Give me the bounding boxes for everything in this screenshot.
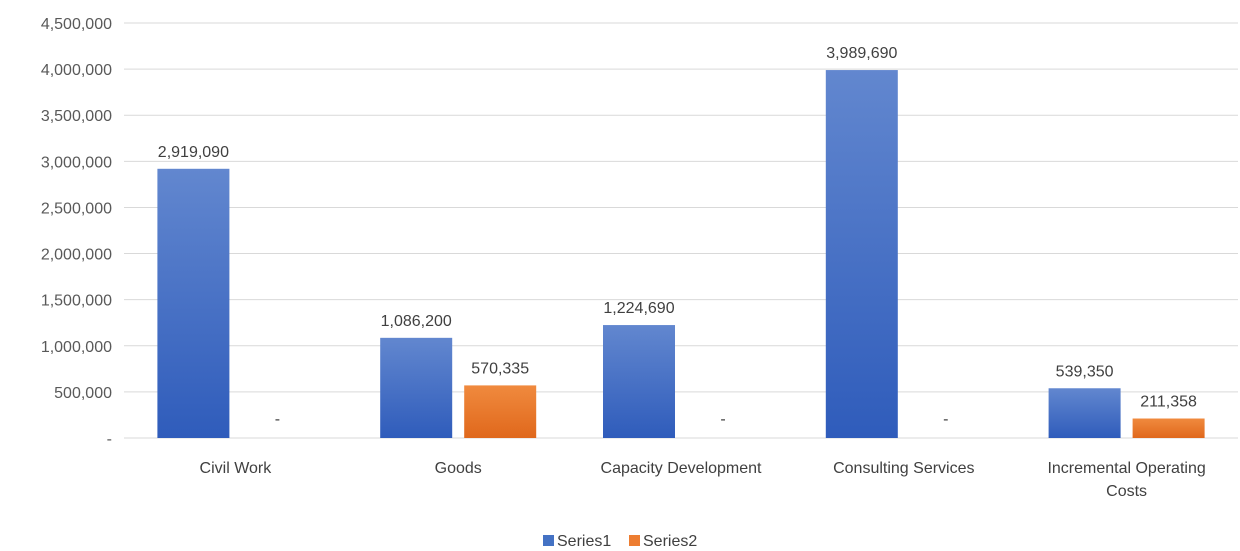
- data-label: 570,335: [471, 360, 529, 377]
- x-category-label: Incremental Operating: [1047, 460, 1205, 477]
- y-tick-label: 3,000,000: [41, 154, 112, 171]
- y-tick-label: 1,000,000: [41, 339, 112, 356]
- data-label: 2,919,090: [158, 144, 229, 161]
- y-tick-label: -: [107, 431, 112, 448]
- data-label: -: [720, 411, 725, 428]
- x-category-label: Costs: [1106, 483, 1147, 500]
- data-labels: 2,919,090 - 1,086,200 570,335 1,224,690 - 3,98…: [158, 45, 1197, 428]
- y-tick-label: 3,500,000: [41, 108, 112, 125]
- legend-label: Series2: [643, 533, 697, 550]
- y-tick-label: 2,500,000: [41, 200, 112, 217]
- legend-swatch: [629, 535, 640, 546]
- bar-series2: [1132, 418, 1205, 438]
- legend-swatch: [543, 535, 554, 546]
- data-label: -: [943, 411, 948, 428]
- data-label: 211,358: [1140, 394, 1197, 411]
- x-category-label: Goods: [435, 460, 482, 477]
- data-label: -: [275, 411, 280, 428]
- x-category-label: Civil Work: [200, 460, 273, 477]
- legend: Series1 Series2: [543, 533, 697, 550]
- bar-series1: [1048, 388, 1121, 438]
- data-label: 1,086,200: [381, 313, 452, 330]
- bar-series1: [603, 325, 675, 438]
- bar-series2: [464, 385, 537, 438]
- y-tick-label: 500,000: [54, 385, 112, 402]
- y-tick-label: 4,500,000: [41, 16, 112, 33]
- y-tick-label: 1,500,000: [41, 293, 112, 310]
- bar-series1: [825, 70, 898, 438]
- data-label: 3,989,690: [826, 45, 897, 62]
- legend-label: Series1: [557, 533, 611, 550]
- bar-series1: [157, 168, 230, 438]
- x-category-label: Capacity Development: [601, 460, 763, 477]
- y-tick-label: 2,000,000: [41, 247, 112, 264]
- bars: [157, 70, 1205, 438]
- data-label: 539,350: [1056, 363, 1114, 380]
- y-axis: - 500,000 1,000,000 1,500,000 2,000,000 2,500…: [41, 16, 112, 448]
- gridlines: [124, 22, 1238, 439]
- x-category-label: Consulting Services: [833, 460, 974, 477]
- data-label: 1,224,690: [603, 300, 674, 317]
- y-tick-label: 4,000,000: [41, 62, 112, 79]
- x-axis: Civil Work Goods Capacity Development Consu…: [200, 460, 1206, 500]
- bar-series1: [380, 337, 453, 438]
